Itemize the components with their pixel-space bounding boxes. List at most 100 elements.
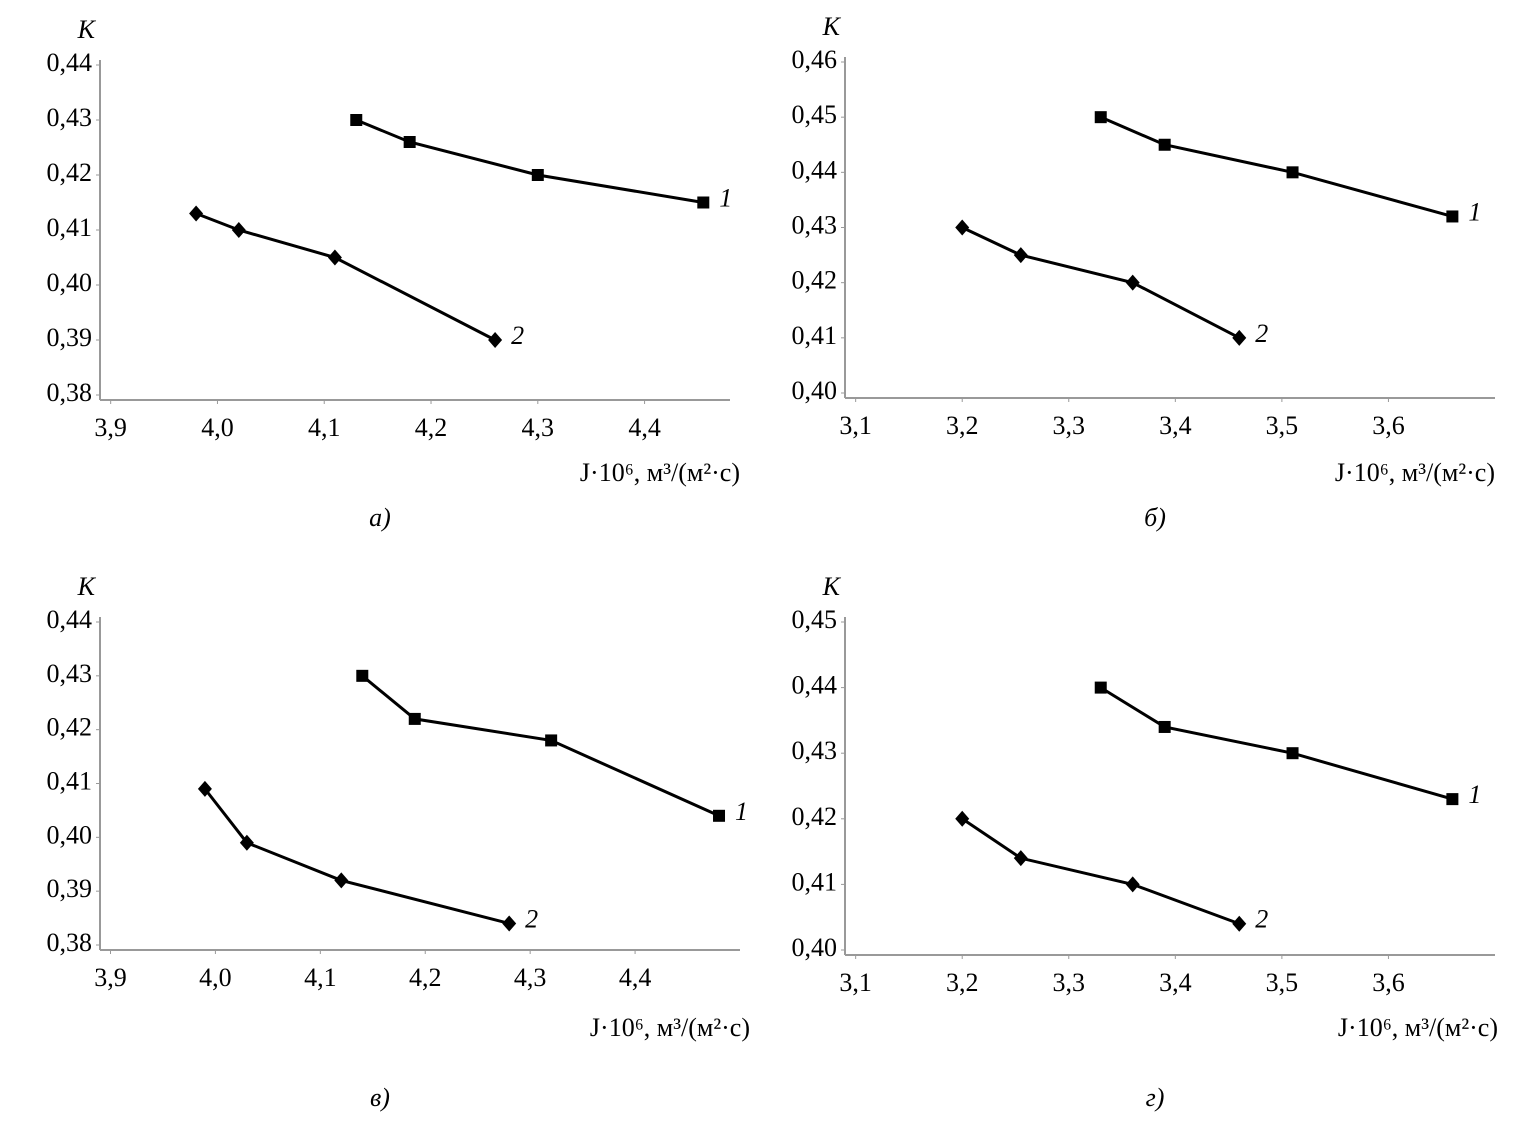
- caption: в): [370, 1083, 390, 1112]
- marker: [1446, 210, 1459, 223]
- y-tick-label: 0,38: [47, 378, 93, 407]
- x-tick-label: 3,1: [839, 968, 872, 997]
- marker: [1125, 876, 1140, 893]
- marker: [197, 780, 212, 797]
- y-tick-label: 0,40: [792, 376, 838, 405]
- x-tick-label: 4,1: [308, 413, 341, 442]
- marker: [1446, 793, 1459, 806]
- marker: [697, 196, 710, 209]
- caption: г): [1146, 1083, 1165, 1112]
- x-tick-label: 4,2: [409, 963, 442, 992]
- marker: [1013, 850, 1028, 867]
- x-tick-label: 3,6: [1372, 968, 1405, 997]
- y-tick-label: 0,46: [792, 45, 838, 74]
- series-line: [1099, 686, 1453, 801]
- y-tick-label: 0,38: [47, 928, 93, 957]
- series-line: [961, 226, 1240, 340]
- x-tick-label: 3,9: [94, 963, 127, 992]
- x-tick-label: 3,3: [1053, 411, 1086, 440]
- y-tick-label: 0,44: [792, 671, 838, 700]
- series-label: 1: [735, 797, 748, 826]
- marker: [350, 114, 363, 126]
- x-tick-label: 3,3: [1053, 968, 1086, 997]
- x-tick-label: 3,5: [1266, 411, 1299, 440]
- series-line: [355, 118, 704, 204]
- series-line: [361, 674, 720, 818]
- y-tick-label: 0,44: [47, 605, 93, 634]
- x-tick-label: 4,3: [514, 963, 547, 992]
- x-tick-label: 3,1: [839, 411, 872, 440]
- marker: [189, 205, 204, 222]
- marker: [327, 249, 342, 266]
- marker: [356, 669, 369, 682]
- marker: [1286, 747, 1299, 760]
- y-tick-label: 0,39: [47, 874, 93, 903]
- x-tick-label: 3,6: [1372, 411, 1405, 440]
- x-tick-label: 4,4: [628, 413, 661, 442]
- x-tick-label: 3,2: [946, 411, 979, 440]
- x-tick-label: 3,4: [1159, 968, 1192, 997]
- y-tick-label: 0,41: [47, 766, 93, 795]
- y-tick-label: 0,43: [792, 736, 838, 765]
- marker: [334, 872, 349, 889]
- marker: [1094, 111, 1107, 124]
- marker: [408, 712, 421, 725]
- marker: [1232, 915, 1247, 932]
- x-tick-label: 4,1: [304, 963, 337, 992]
- x-axis-label: J·10⁶, м³/(м²·с): [590, 1013, 750, 1042]
- series-label: 2: [1255, 905, 1268, 934]
- series-line: [1100, 115, 1453, 218]
- x-tick-label: 4,3: [522, 413, 555, 442]
- y-tick-label: 0,45: [792, 100, 838, 129]
- x-tick-label: 3,2: [946, 968, 979, 997]
- series-label: 2: [1255, 319, 1268, 348]
- y-tick-label: 0,41: [792, 321, 838, 350]
- marker: [1232, 329, 1247, 346]
- y-tick-label: 0,42: [792, 802, 838, 831]
- y-axis-label: K: [822, 12, 842, 41]
- y-tick-label: 0,45: [792, 605, 838, 634]
- x-tick-label: 3,9: [94, 413, 127, 442]
- x-tick-label: 4,4: [619, 963, 652, 992]
- y-tick-label: 0,40: [792, 933, 838, 962]
- marker: [502, 915, 517, 932]
- marker: [231, 222, 246, 238]
- y-tick-label: 0,42: [47, 158, 93, 187]
- series-label: 1: [719, 183, 732, 212]
- y-tick-label: 0,39: [47, 323, 93, 352]
- x-axis-label: J·10⁶, м³/(м²·с): [1338, 1013, 1498, 1042]
- y-tick-label: 0,41: [792, 867, 838, 896]
- marker: [1158, 720, 1171, 733]
- y-axis-label: K: [822, 572, 842, 601]
- marker: [1286, 166, 1299, 179]
- y-tick-label: 0,43: [47, 659, 93, 688]
- y-tick-label: 0,44: [47, 48, 93, 77]
- x-axis-label: J·10⁶, м³/(м²·с): [1335, 458, 1495, 487]
- x-tick-label: 4,0: [199, 963, 232, 992]
- marker: [488, 332, 503, 348]
- y-tick-label: 0,44: [792, 155, 838, 184]
- x-tick-label: 4,2: [415, 413, 448, 442]
- marker: [403, 136, 416, 148]
- marker: [955, 810, 970, 827]
- y-tick-label: 0,43: [792, 210, 838, 239]
- y-tick-label: 0,43: [47, 103, 93, 132]
- series-label: 2: [525, 904, 538, 933]
- series-label: 1: [1468, 780, 1481, 809]
- x-axis-label: J·10⁶, м³/(м²·с): [580, 458, 740, 487]
- y-tick-label: 0,40: [47, 268, 93, 297]
- series-line: [195, 212, 496, 342]
- marker: [1013, 247, 1028, 264]
- marker: [1158, 138, 1171, 151]
- series-label: 2: [511, 321, 524, 350]
- y-tick-label: 0,42: [792, 266, 838, 295]
- marker: [1125, 274, 1140, 291]
- marker: [545, 734, 558, 747]
- marker: [1094, 681, 1107, 694]
- marker: [239, 834, 254, 851]
- y-axis-label: K: [77, 15, 97, 44]
- caption: а): [369, 503, 391, 532]
- y-tick-label: 0,41: [47, 213, 93, 242]
- series-label: 1: [1468, 197, 1481, 226]
